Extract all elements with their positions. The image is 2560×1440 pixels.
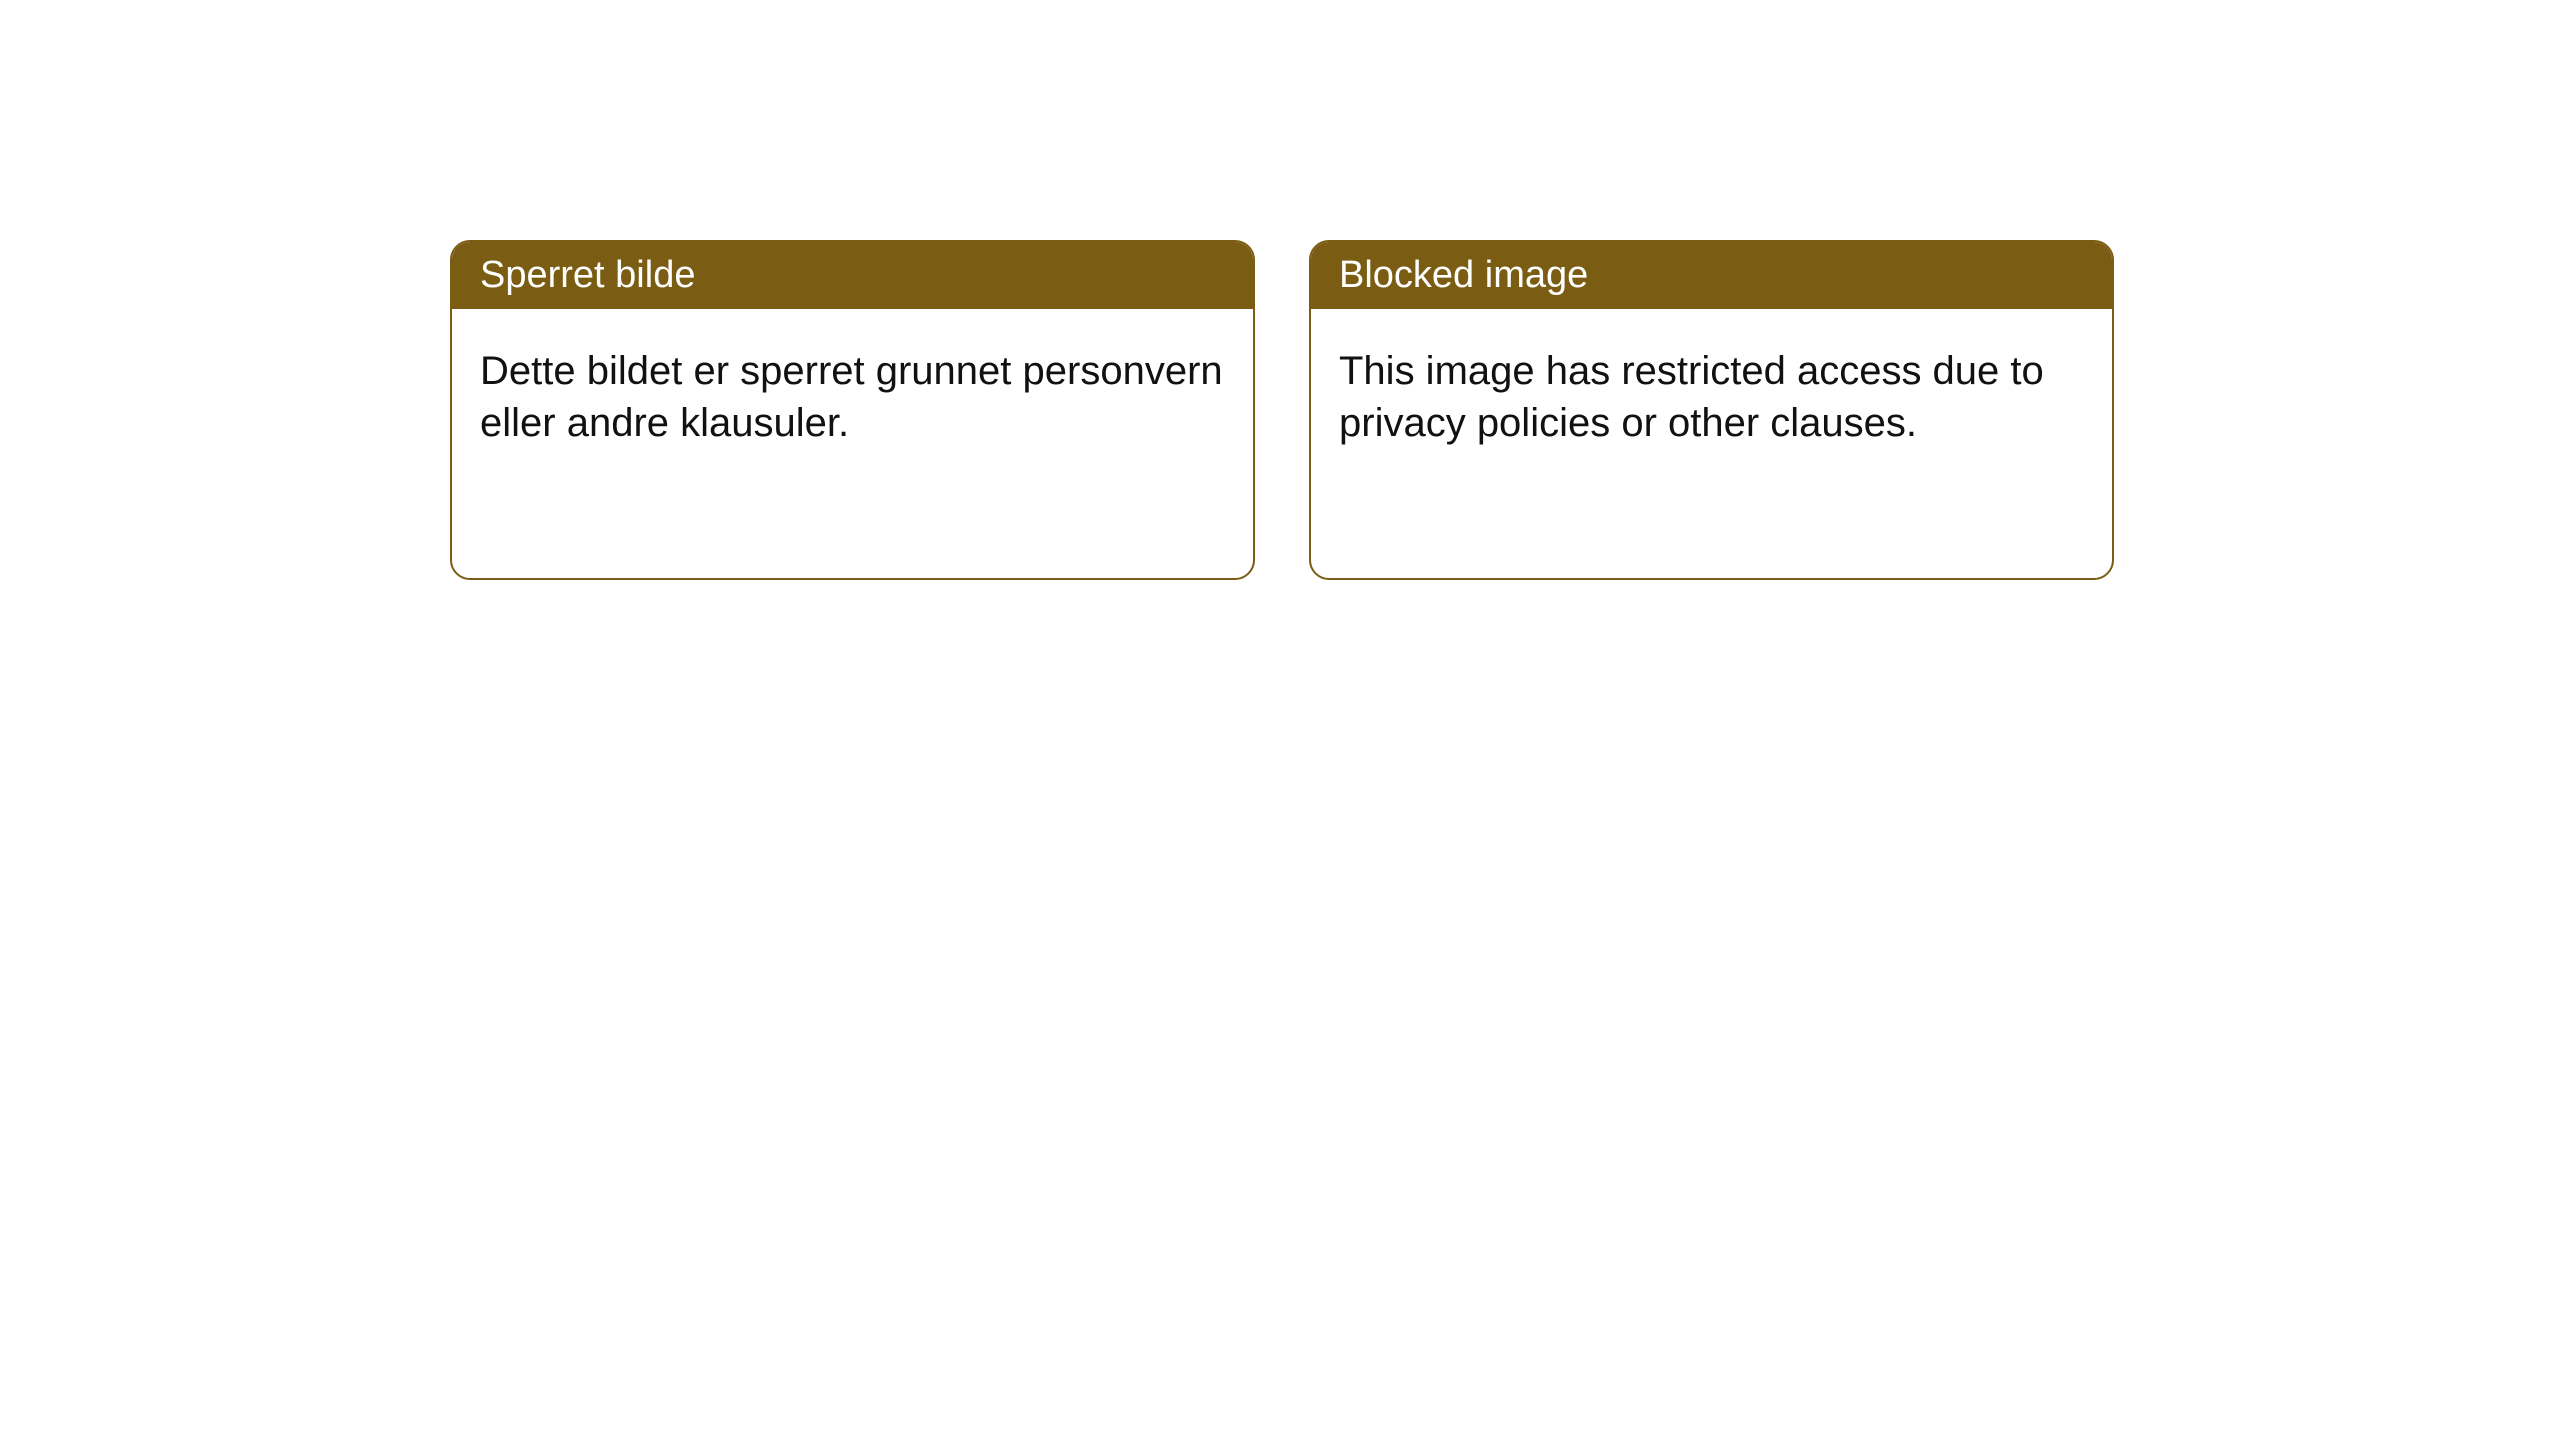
notice-card-english: Blocked image This image has restricted … (1309, 240, 2114, 580)
notice-card-norwegian: Sperret bilde Dette bildet er sperret gr… (450, 240, 1255, 580)
notice-card-header: Blocked image (1311, 242, 2112, 309)
notice-card-body: Dette bildet er sperret grunnet personve… (452, 309, 1253, 485)
notice-card-body: This image has restricted access due to … (1311, 309, 2112, 485)
notice-card-header: Sperret bilde (452, 242, 1253, 309)
notice-cards-container: Sperret bilde Dette bildet er sperret gr… (450, 240, 2114, 580)
